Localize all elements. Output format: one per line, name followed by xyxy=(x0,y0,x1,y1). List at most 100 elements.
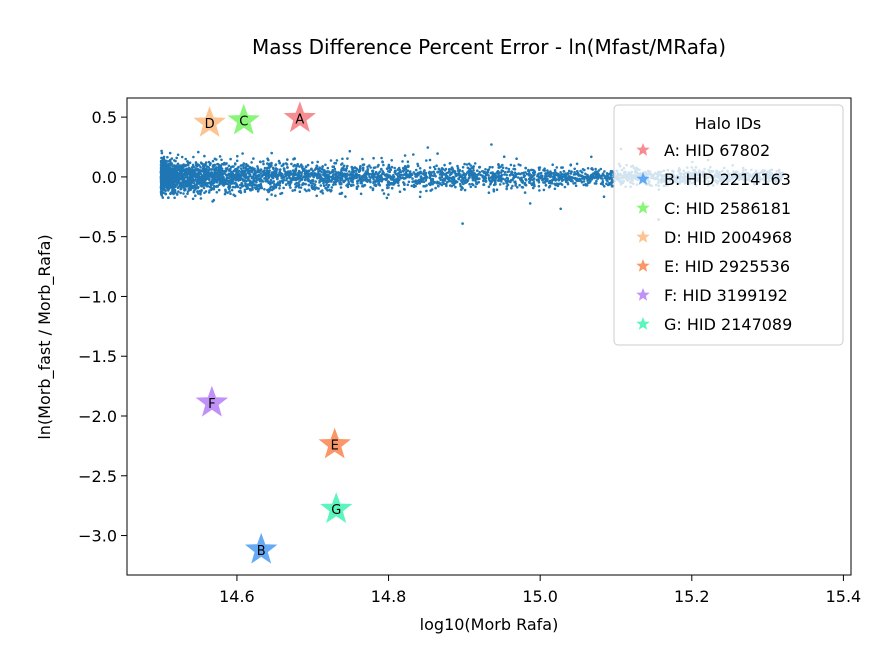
data-point xyxy=(430,179,433,183)
data-point xyxy=(316,160,320,164)
data-point xyxy=(378,179,381,183)
data-point xyxy=(431,182,435,186)
data-point xyxy=(606,179,609,183)
data-point xyxy=(251,176,254,179)
data-point xyxy=(319,175,322,179)
data-point xyxy=(361,179,364,183)
data-point xyxy=(448,173,452,177)
data-point xyxy=(472,165,476,168)
data-point xyxy=(369,186,372,189)
data-point xyxy=(197,186,200,189)
data-point xyxy=(552,172,556,176)
data-point xyxy=(388,182,392,186)
data-point xyxy=(497,171,501,174)
data-point xyxy=(574,181,577,185)
data-point xyxy=(437,181,441,184)
data-point xyxy=(505,176,509,180)
data-point xyxy=(388,174,392,177)
data-point xyxy=(202,186,206,190)
data-point xyxy=(313,183,317,186)
data-point xyxy=(414,181,418,184)
data-point xyxy=(386,183,389,186)
data-point xyxy=(252,172,256,176)
data-point xyxy=(602,195,606,198)
data-point xyxy=(468,167,471,171)
data-point xyxy=(521,186,525,189)
data-point xyxy=(188,176,191,180)
data-point xyxy=(514,184,517,187)
data-point xyxy=(401,160,404,163)
data-point xyxy=(239,186,242,190)
data-point xyxy=(537,184,541,188)
data-point xyxy=(439,170,443,173)
data-point xyxy=(461,169,464,173)
data-point xyxy=(503,171,507,174)
legend-marker xyxy=(636,259,650,272)
data-point xyxy=(557,179,561,182)
data-point xyxy=(489,176,493,179)
data-point xyxy=(320,177,324,180)
data-point xyxy=(160,175,164,179)
data-point xyxy=(449,179,453,183)
data-point xyxy=(306,171,310,175)
data-point xyxy=(267,173,271,177)
data-point xyxy=(433,167,437,171)
data-point xyxy=(535,178,539,182)
data-point xyxy=(298,165,301,168)
data-point xyxy=(305,189,308,193)
data-point xyxy=(381,188,384,192)
data-point xyxy=(489,183,492,186)
data-point xyxy=(609,176,612,180)
data-point xyxy=(205,184,209,188)
data-point xyxy=(601,172,605,175)
data-point xyxy=(287,180,290,184)
data-point xyxy=(454,179,458,183)
legend-marker xyxy=(636,143,650,156)
data-point xyxy=(505,173,509,177)
data-point xyxy=(174,175,177,179)
data-point xyxy=(281,181,285,184)
data-point xyxy=(593,176,596,180)
data-point xyxy=(411,177,414,180)
data-point xyxy=(208,168,211,171)
data-point xyxy=(228,169,231,172)
data-point xyxy=(179,167,182,171)
data-point xyxy=(505,187,509,191)
data-point xyxy=(489,180,493,183)
data-point xyxy=(278,184,282,187)
data-point xyxy=(307,174,311,177)
data-point xyxy=(160,194,164,197)
data-point xyxy=(241,184,245,188)
data-point xyxy=(281,174,285,178)
data-point xyxy=(162,155,166,159)
data-point xyxy=(245,162,248,166)
y-tick-label: −2.0 xyxy=(78,407,117,426)
data-point xyxy=(228,190,231,193)
data-point xyxy=(364,176,367,179)
data-point xyxy=(274,194,277,197)
data-point xyxy=(227,172,231,175)
data-point xyxy=(348,170,351,173)
data-point xyxy=(194,162,198,165)
data-point xyxy=(602,174,606,177)
data-point xyxy=(243,171,247,175)
data-point xyxy=(503,173,506,176)
data-point xyxy=(429,172,433,175)
data-point xyxy=(313,168,317,171)
data-point xyxy=(199,161,203,164)
data-point xyxy=(259,169,262,173)
data-point xyxy=(215,191,219,194)
data-point xyxy=(271,176,275,179)
data-point xyxy=(208,178,211,181)
y-tick-label: 0.0 xyxy=(92,168,117,187)
data-point xyxy=(516,176,520,179)
data-point xyxy=(186,179,190,183)
data-point xyxy=(412,183,416,187)
data-point xyxy=(487,185,491,189)
legend-entry: A: HID 67802 xyxy=(664,141,770,160)
data-point xyxy=(235,176,238,180)
data-point xyxy=(160,151,164,155)
data-point xyxy=(521,179,524,183)
data-point xyxy=(265,174,269,177)
data-point xyxy=(321,189,324,192)
